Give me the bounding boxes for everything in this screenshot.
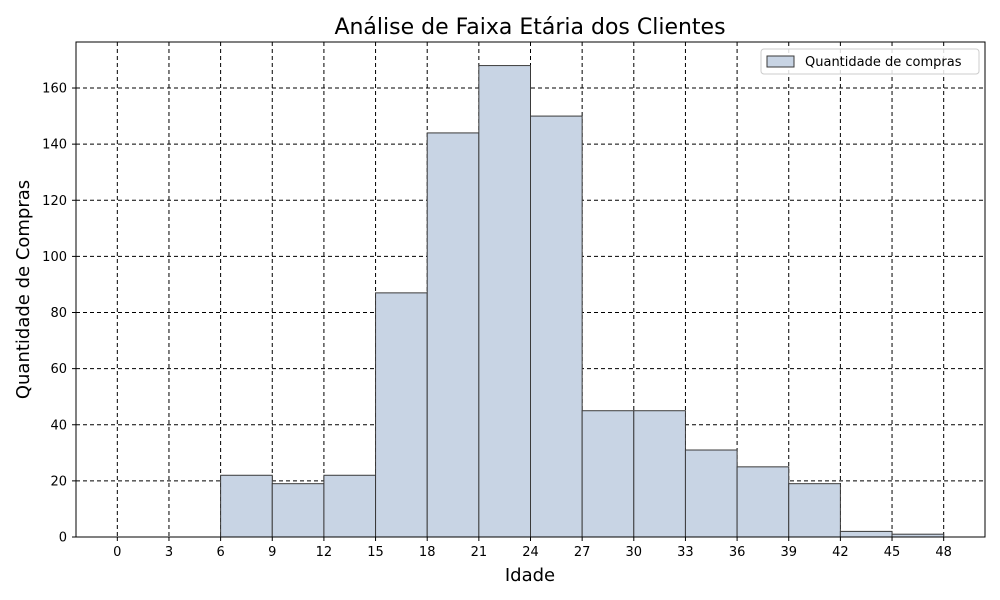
legend: Quantidade de compras xyxy=(760,48,980,75)
x-tick-label: 42 xyxy=(832,545,849,560)
y-tick-label: 140 xyxy=(42,138,67,153)
x-tick-label: 6 xyxy=(216,545,224,560)
legend-swatch xyxy=(766,55,795,68)
x-axis-label: Idade xyxy=(505,565,555,586)
legend-label: Quantidade de compras xyxy=(805,55,962,70)
y-tick-label: 80 xyxy=(50,306,67,321)
legend-box xyxy=(760,48,980,75)
x-tick-label: 30 xyxy=(626,545,643,560)
y-tick-label: 0 xyxy=(59,531,67,546)
histogram-bar xyxy=(323,474,377,538)
histogram-bar xyxy=(478,65,531,538)
histogram-bar xyxy=(581,410,635,538)
y-tick-label: 160 xyxy=(42,82,67,97)
x-tick-label: 21 xyxy=(471,545,488,560)
x-tick-label: 9 xyxy=(268,545,276,560)
x-tick-label: 48 xyxy=(935,545,952,560)
x-tick-label: 12 xyxy=(316,545,333,560)
x-tick-label: 18 xyxy=(419,545,436,560)
y-axis-label: Quantidade de Compras xyxy=(13,180,34,399)
histogram-bar xyxy=(426,132,480,538)
x-tick-label: 0 xyxy=(113,545,121,560)
histogram-bar xyxy=(736,466,790,538)
x-tick-label: 33 xyxy=(677,545,694,560)
y-tick-label: 60 xyxy=(50,362,67,377)
y-tick-label: 40 xyxy=(50,418,67,433)
histogram-bar xyxy=(839,530,893,538)
x-tick-label: 36 xyxy=(729,545,746,560)
x-tick-label: 24 xyxy=(522,545,539,560)
y-tick-label: 100 xyxy=(42,250,67,265)
bars-group xyxy=(220,65,945,538)
histogram-bar xyxy=(530,115,583,538)
histogram-bar xyxy=(271,483,325,538)
chart-title: Análise de Faixa Etária dos Clientes xyxy=(334,15,725,40)
histogram-bar xyxy=(684,449,738,538)
x-tick-label: 45 xyxy=(884,545,901,560)
y-axis-ticks: 0 20 40 60 80 100 120 140 160 xyxy=(42,82,76,546)
histogram-bar xyxy=(220,474,273,538)
y-tick-label: 20 xyxy=(50,474,67,489)
x-tick-label: 39 xyxy=(780,545,797,560)
histogram-bar xyxy=(788,483,841,538)
histogram-bar xyxy=(375,292,428,538)
x-tick-label: 27 xyxy=(574,545,591,560)
x-axis-ticks: 0 3 6 9 12 15 18 21 24 27 30 33 36 39 42 45 48 xyxy=(113,537,952,560)
histogram-bar xyxy=(633,410,686,538)
y-tick-label: 120 xyxy=(42,194,67,209)
x-tick-label: 3 xyxy=(165,545,173,560)
x-tick-label: 15 xyxy=(367,545,384,560)
